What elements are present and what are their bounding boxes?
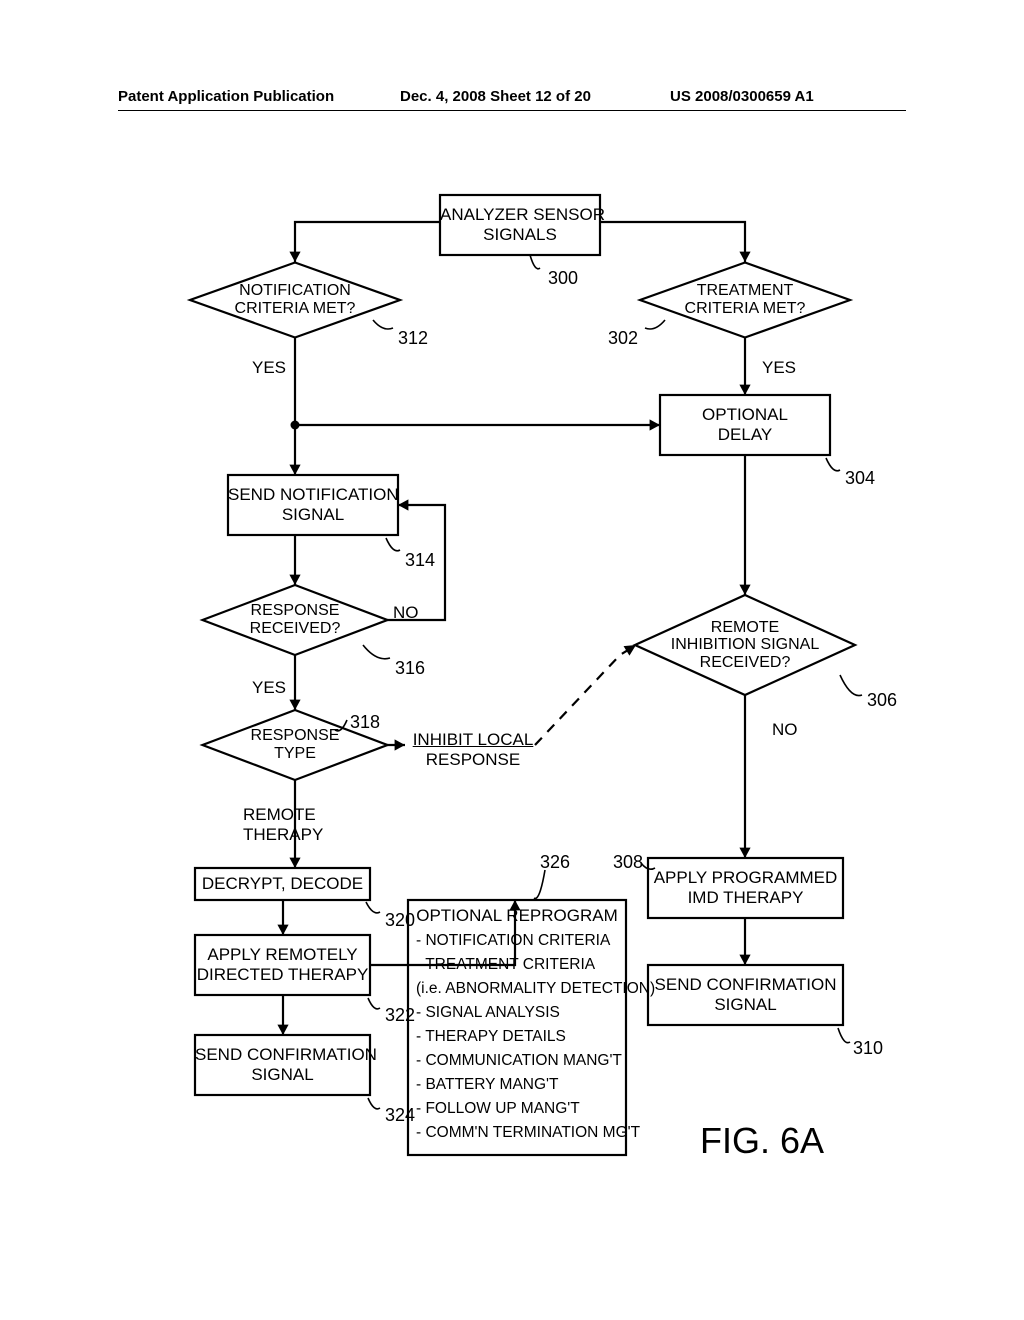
- ref-318: 318: [350, 712, 380, 733]
- reprog-item-7: - FOLLOW UP MANG'T: [416, 1100, 580, 1118]
- node-n314: SEND NOTIFICATIONSIGNAL: [228, 485, 398, 524]
- node-n324: SEND CONFIRMATIONSIGNAL: [195, 1045, 370, 1084]
- node-n310: SEND CONFIRMATIONSIGNAL: [648, 975, 843, 1014]
- ref-300: 300: [548, 268, 578, 289]
- node-n316: RESPONSERECEIVED?: [203, 602, 388, 637]
- node-n300: ANALYZER SENSORSIGNALS: [440, 205, 600, 244]
- edge-label-e318-remote: REMOTETHERAPY: [243, 805, 323, 845]
- edge-label-e316-yes: YES: [252, 678, 286, 698]
- ref-322: 322: [385, 1005, 415, 1026]
- reprog-title: OPTIONAL REPROGRAM: [408, 906, 626, 926]
- edge-label-e306-no: NO: [772, 720, 798, 740]
- page: Patent Application Publication Dec. 4, 2…: [0, 0, 1024, 1320]
- ref-312: 312: [398, 328, 428, 349]
- node-n308: APPLY PROGRAMMEDIMD THERAPY: [648, 868, 843, 907]
- ref-304: 304: [845, 468, 875, 489]
- ref-308: 308: [613, 852, 643, 873]
- edge-label-e302-yes: YES: [762, 358, 796, 378]
- node-n320: DECRYPT, DECODE: [195, 874, 370, 894]
- flowchart-svg: [0, 0, 1024, 1320]
- ref-316: 316: [395, 658, 425, 679]
- reprog-item-6: - BATTERY MANG'T: [416, 1076, 558, 1094]
- reprog-item-3: - SIGNAL ANALYSIS: [416, 1004, 560, 1022]
- label-inhibit: INHIBIT LOCALRESPONSE: [408, 730, 538, 769]
- reprog-item-5: - COMMUNICATION MANG'T: [416, 1052, 622, 1070]
- ref-306: 306: [867, 690, 897, 711]
- reprog-item-8: - COMM'N TERMINATION MG'T: [416, 1124, 640, 1142]
- ref-324: 324: [385, 1105, 415, 1126]
- reprog-item-4: - THERAPY DETAILS: [416, 1028, 566, 1046]
- reprog-item-0: - NOTIFICATION CRITERIA: [416, 932, 610, 950]
- reprog-item-1: - TREATMENT CRITERIA: [416, 956, 595, 974]
- node-n312: NOTIFICATIONCRITERIA MET?: [190, 282, 400, 317]
- node-n322: APPLY REMOTELYDIRECTED THERAPY: [195, 945, 370, 984]
- ref-302: 302: [608, 328, 638, 349]
- edge-label-e316-no: NO: [393, 603, 419, 623]
- reprog-item-2: (i.e. ABNORMALITY DETECTION): [416, 980, 655, 998]
- figure-label: FIG. 6A: [700, 1120, 824, 1162]
- ref-314: 314: [405, 550, 435, 571]
- node-n306: REMOTEINHIBITION SIGNALRECEIVED?: [635, 619, 855, 672]
- node-n304: OPTIONALDELAY: [660, 405, 830, 444]
- ref-310: 310: [853, 1038, 883, 1059]
- edge-label-e312-yes: YES: [252, 358, 286, 378]
- ref-326: 326: [540, 852, 570, 873]
- node-n302: TREATMENTCRITERIA MET?: [640, 282, 850, 317]
